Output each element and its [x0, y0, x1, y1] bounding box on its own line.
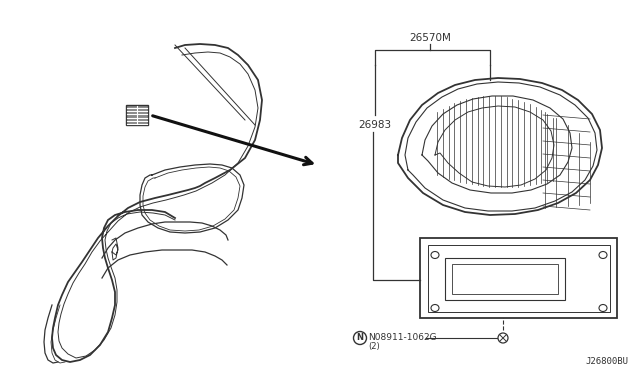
Polygon shape	[126, 105, 148, 125]
Ellipse shape	[431, 251, 439, 259]
Text: J26800BU: J26800BU	[585, 357, 628, 366]
Text: 26570M: 26570M	[409, 33, 451, 43]
Ellipse shape	[353, 331, 367, 344]
Text: N08911-1062G: N08911-1062G	[368, 334, 436, 343]
Polygon shape	[452, 264, 558, 294]
Polygon shape	[420, 238, 617, 318]
Ellipse shape	[498, 333, 508, 343]
Text: (2): (2)	[368, 343, 380, 352]
Ellipse shape	[599, 251, 607, 259]
Text: 26983: 26983	[358, 120, 391, 130]
Text: N: N	[356, 334, 364, 343]
Ellipse shape	[599, 305, 607, 311]
Polygon shape	[445, 258, 565, 300]
Polygon shape	[428, 245, 610, 312]
Ellipse shape	[431, 305, 439, 311]
